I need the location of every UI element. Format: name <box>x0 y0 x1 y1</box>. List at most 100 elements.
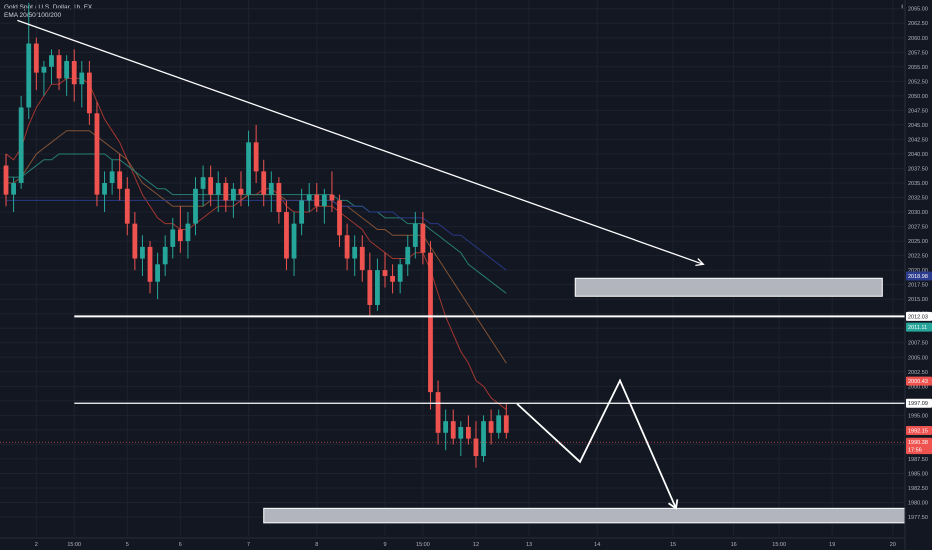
candle <box>450 409 456 445</box>
time-tick-label: 12 <box>473 542 479 548</box>
candle-body <box>488 421 494 433</box>
candle-body <box>329 194 335 201</box>
candle <box>64 55 70 96</box>
time-tick-label: 15:00 <box>67 542 81 548</box>
candle <box>208 165 214 207</box>
price-tick-label: 1982.50 <box>908 486 928 492</box>
candle <box>359 235 365 282</box>
price-tick-label: 2057.50 <box>908 50 928 56</box>
candle <box>443 409 449 451</box>
candle-body <box>420 223 426 253</box>
candle-body <box>435 392 441 433</box>
price-badge-bg <box>906 437 932 447</box>
candle <box>337 194 342 247</box>
candle-body <box>268 182 274 195</box>
price-tick-label: 1980.00 <box>908 501 928 507</box>
candle-body <box>261 171 267 195</box>
price-tick-label: 2002.50 <box>908 370 928 376</box>
candle-body <box>193 188 198 224</box>
price-tick-label: 2037.50 <box>908 166 928 172</box>
time-tick-label: 19 <box>829 542 835 548</box>
candle-body <box>359 246 365 271</box>
candle <box>405 235 411 276</box>
candle <box>124 177 130 236</box>
price-tick-label: 2027.50 <box>908 225 928 231</box>
candle-body <box>443 421 449 433</box>
candle <box>496 409 502 439</box>
price-badge-text: 1990.38 <box>908 440 928 446</box>
projection-path <box>516 378 677 509</box>
candle-body <box>337 200 342 236</box>
price-tick-label: 2045.00 <box>908 123 928 129</box>
candle <box>109 159 115 195</box>
candle <box>435 380 441 445</box>
candle <box>352 235 358 276</box>
price-badge: 2000.43 <box>906 376 932 386</box>
time-tick-label: 2 <box>35 542 38 548</box>
grid-layer <box>0 0 905 536</box>
candle <box>86 60 92 125</box>
price-badge-text: 2000.43 <box>908 379 928 385</box>
candle-body <box>49 55 54 67</box>
candle-body <box>124 188 130 224</box>
candle <box>117 153 123 201</box>
candle-body <box>321 194 327 207</box>
time-tick-label: 15:00 <box>416 542 430 548</box>
candle-body <box>390 275 395 282</box>
indicator-label: EMA 20/50/100/200 <box>4 12 62 19</box>
candle-body <box>200 177 206 189</box>
candle-body <box>132 223 138 259</box>
candle <box>223 177 229 213</box>
candle-body <box>33 43 39 73</box>
candle <box>314 182 320 213</box>
candle <box>231 182 236 218</box>
time-tick-label: 13 <box>526 542 532 548</box>
time-tick-label: 6 <box>179 542 182 548</box>
candle-body <box>465 426 471 439</box>
candle <box>94 101 100 207</box>
price-badge-text: 17:56 <box>908 448 922 454</box>
candle <box>488 409 494 445</box>
candle-body <box>64 60 70 79</box>
candle <box>291 212 297 276</box>
candle-body <box>344 235 350 259</box>
candle-body <box>170 229 176 247</box>
candle <box>132 212 138 271</box>
price-badge-text: 1997.09 <box>908 401 928 407</box>
candle <box>155 252 160 300</box>
candle <box>3 153 9 207</box>
price-badge-text: 1992.15 <box>908 428 928 434</box>
candle <box>503 403 509 439</box>
candle <box>382 252 388 288</box>
candle-body <box>284 212 289 259</box>
candle <box>428 241 433 410</box>
candle <box>321 188 327 224</box>
candle <box>177 206 183 253</box>
candle-body <box>481 421 486 457</box>
candle-body <box>223 182 229 201</box>
candle-body <box>208 177 214 195</box>
candle-body <box>299 200 305 224</box>
candle-layer <box>3 2 509 468</box>
price-tick-label: 2060.00 <box>908 36 928 42</box>
candle <box>26 2 32 120</box>
symbol-title: Gold Spot / U.S. Dollar, 1h, FX <box>4 4 93 11</box>
candle-body <box>102 182 107 195</box>
price-zone-box <box>263 507 910 524</box>
candle-body <box>352 246 358 259</box>
candle-body <box>314 194 320 207</box>
time-tick-label: 5 <box>126 542 129 548</box>
candle <box>329 171 335 213</box>
candle-body <box>450 421 456 439</box>
candle <box>253 124 259 183</box>
price-tick-label: 2020.00 <box>908 268 928 274</box>
candle-body <box>215 182 221 195</box>
candle-body <box>71 60 77 85</box>
candle <box>284 200 289 271</box>
candle <box>390 264 395 294</box>
candle-body <box>246 142 251 195</box>
price-tick-label: 2050.00 <box>908 94 928 100</box>
candle <box>261 159 267 207</box>
